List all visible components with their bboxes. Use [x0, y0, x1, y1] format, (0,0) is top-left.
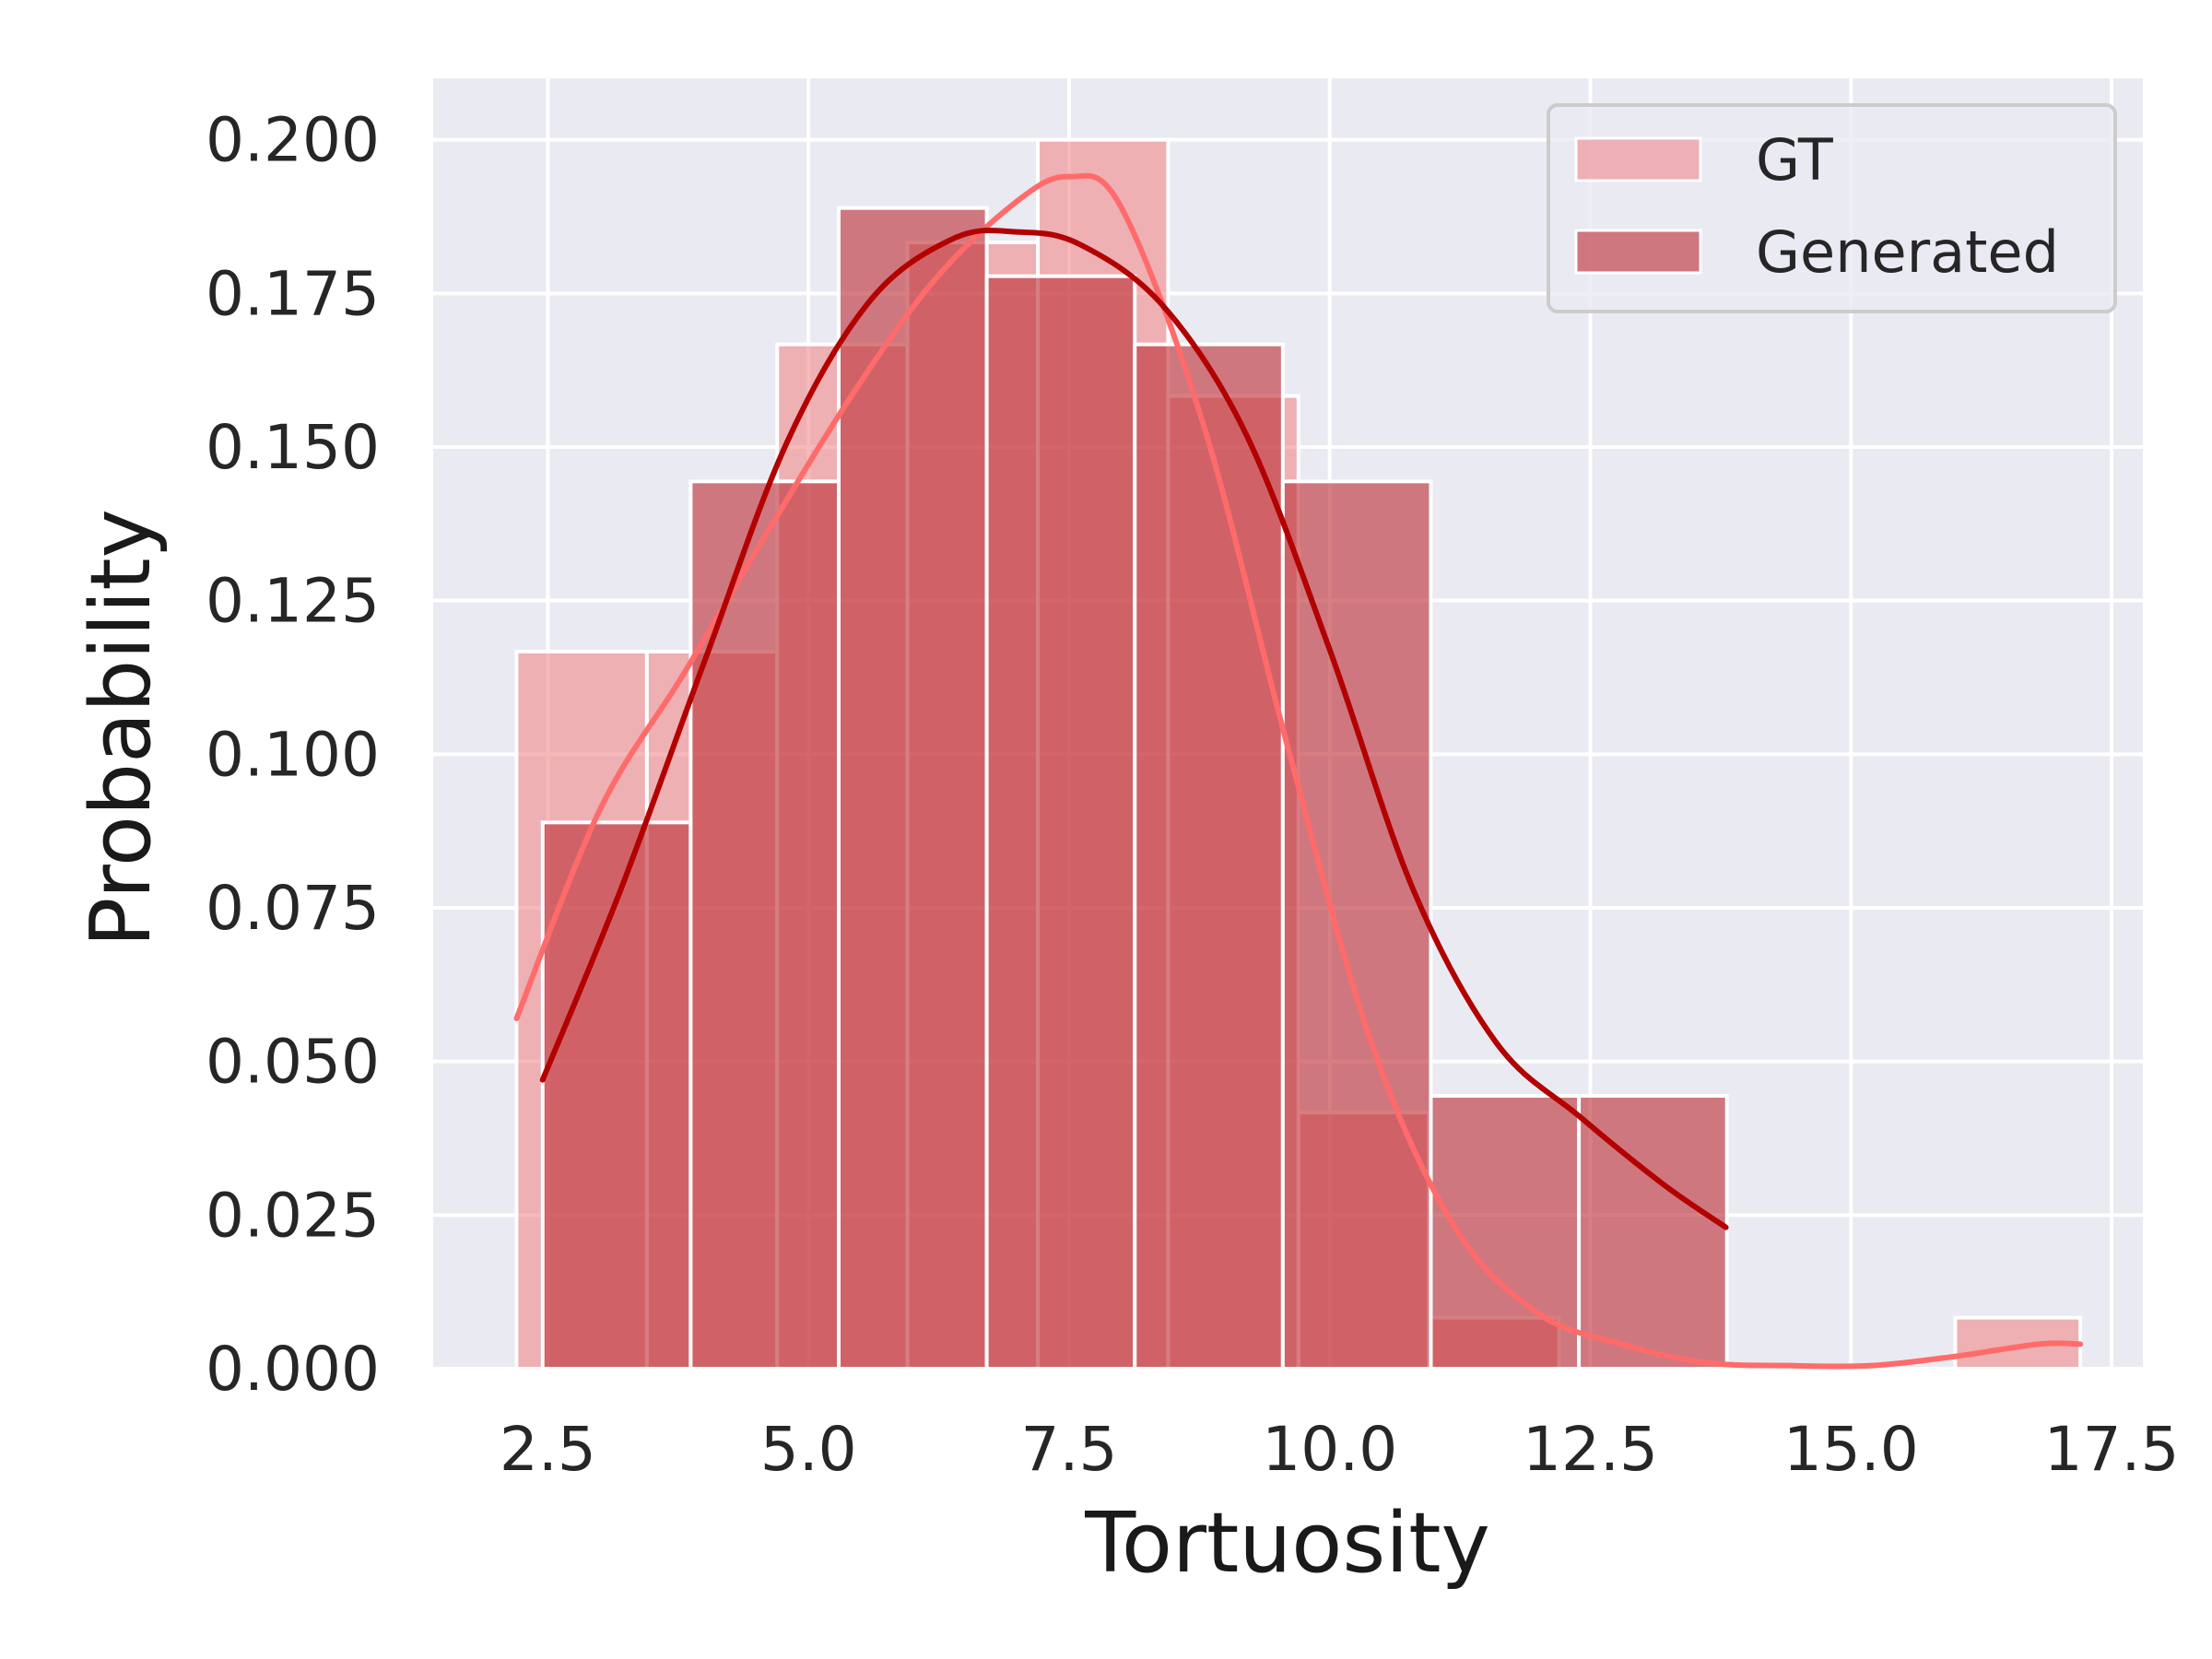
series-1-bars	[540, 206, 1729, 1371]
kde-line-gt	[513, 172, 2084, 1370]
x-axis-label: Tortuosity	[1084, 1495, 1490, 1592]
kde-line-generated	[539, 227, 1729, 1230]
legend-label-generated: Generated	[1756, 218, 2059, 286]
y-tick-label: 0.075	[206, 873, 380, 944]
x-tick-label: 7.5	[1020, 1414, 1117, 1485]
histogram-bar	[1133, 342, 1285, 1371]
legend-swatch-generated	[1574, 229, 1702, 275]
y-tick-labels: 0.000 0.025 0.050 0.075 0.100 0.125 0.150 0.175…	[206, 105, 380, 1405]
kde-curves	[513, 172, 2084, 1370]
histogram-bar	[1429, 1094, 1582, 1371]
x-tick-label: 10.0	[1262, 1414, 1397, 1485]
y-tick-label: 0.150	[206, 412, 380, 483]
y-tick-label: 0.100	[206, 719, 380, 790]
x-tick-labels: 2.5 5.0 7.5 10.0 12.5 15.0 17.5	[500, 1414, 2180, 1485]
y-tick-label: 0.200	[206, 105, 380, 176]
y-tick-label: 0.025	[206, 1180, 380, 1251]
y-tick-label: 0.000	[206, 1334, 380, 1405]
x-tick-label: 15.0	[1783, 1414, 1919, 1485]
histogram-bars	[514, 137, 2083, 1371]
y-axis-label: Probability	[73, 509, 170, 947]
x-tick-label: 2.5	[500, 1414, 596, 1485]
histogram-bar	[984, 274, 1137, 1371]
legend-swatch-gt	[1574, 136, 1702, 182]
legend: GT Generated	[1547, 103, 2117, 313]
histogram-bar	[1280, 479, 1433, 1371]
x-tick-label: 5.0	[760, 1414, 857, 1485]
y-tick-label: 0.175	[206, 258, 380, 329]
histogram-bar	[688, 479, 841, 1371]
legend-label-gt: GT	[1756, 126, 1834, 194]
histogram-bar	[540, 820, 693, 1371]
y-tick-label: 0.050	[206, 1027, 380, 1098]
histogram-bar	[1577, 1094, 1729, 1371]
x-tick-label: 12.5	[1523, 1414, 1658, 1485]
y-tick-label: 0.125	[206, 566, 380, 637]
x-tick-label: 17.5	[2044, 1414, 2180, 1485]
